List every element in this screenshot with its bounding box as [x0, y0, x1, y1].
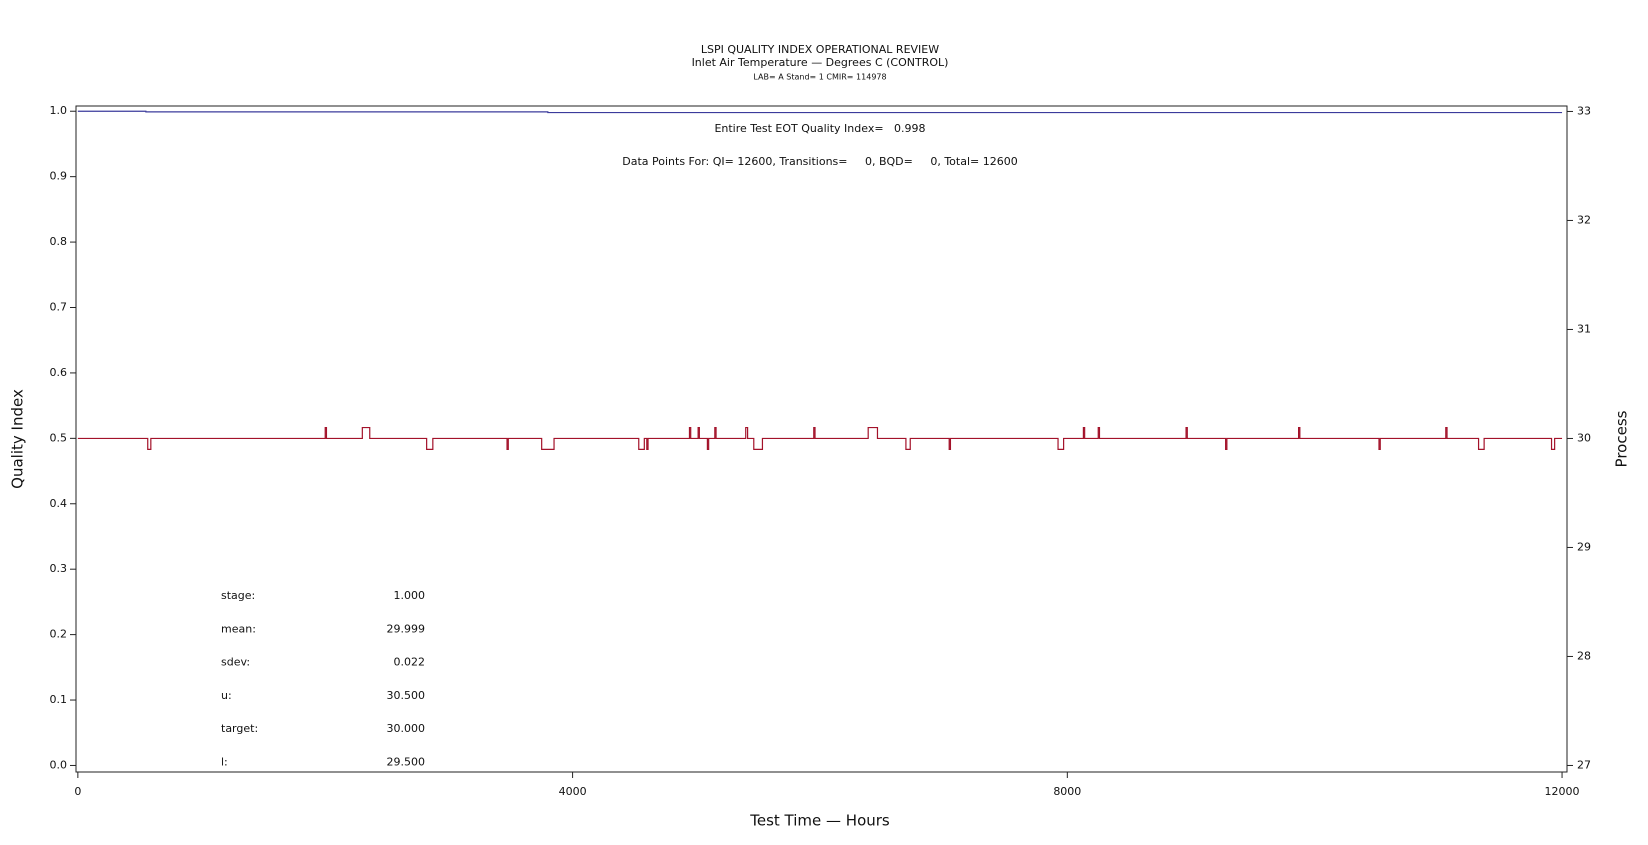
- y2-axis-label: Process: [1613, 410, 1631, 467]
- y2-tick-label: 27: [1577, 758, 1591, 771]
- x-axis-label: Test Time — Hours: [749, 812, 890, 830]
- stat-value: 29.999: [387, 622, 426, 635]
- series-line: [77, 110, 1563, 114]
- y-tick-label: 0.0: [50, 758, 68, 771]
- y2-tick-label: 31: [1577, 322, 1591, 335]
- chart-title: LSPI QUALITY INDEX OPERATIONAL REVIEW: [701, 43, 939, 56]
- stat-label: mean:: [221, 622, 256, 635]
- stat-label: sdev:: [221, 656, 250, 669]
- y-tick-label: 0.4: [50, 497, 68, 510]
- y-tick-label: 0.6: [50, 366, 68, 379]
- series-line: [77, 426, 1563, 450]
- stat-value: 29.500: [387, 756, 426, 769]
- y-tick-label: 0.7: [50, 301, 68, 314]
- y2-tick-label: 28: [1577, 649, 1591, 662]
- y-tick-label: 0.8: [50, 235, 68, 248]
- x-tick-label: 12000: [1545, 785, 1580, 798]
- y-tick-label: 0.3: [50, 562, 68, 575]
- y-tick-label: 0.9: [50, 170, 68, 183]
- stat-label: u:: [221, 689, 232, 702]
- stat-value: 0.022: [394, 656, 426, 669]
- stat-label: l:: [221, 756, 228, 769]
- x-tick-label: 8000: [1053, 785, 1081, 798]
- plot-frame: [75, 105, 1568, 773]
- stat-value: 1.000: [394, 589, 426, 602]
- annotation: Entire Test EOT Quality Index= 0.998: [714, 122, 925, 135]
- chart-subtitle: Inlet Air Temperature — Degrees C (CONTR…: [692, 56, 949, 69]
- x-tick-label: 4000: [559, 785, 587, 798]
- chart-subtitle: LAB= A Stand= 1 CMIR= 114978: [753, 73, 886, 82]
- x-tick-label: 0: [74, 785, 81, 798]
- y-tick-label: 0.1: [50, 693, 68, 706]
- y-tick-label: 1.0: [50, 104, 68, 117]
- stat-label: target:: [221, 722, 258, 735]
- y-tick-label: 0.5: [50, 431, 68, 444]
- stat-label: stage:: [221, 589, 255, 602]
- y-tick-label: 0.2: [50, 628, 68, 641]
- y2-tick-label: 29: [1577, 540, 1591, 553]
- stat-value: 30.500: [387, 689, 426, 702]
- stat-value: 30.000: [387, 722, 426, 735]
- y2-tick-label: 33: [1577, 104, 1591, 117]
- y-axis-label: Quality Index: [9, 389, 27, 489]
- y2-tick-label: 30: [1577, 431, 1591, 444]
- annotation: Data Points For: QI= 12600, Transitions=…: [622, 155, 1017, 168]
- y2-tick-label: 32: [1577, 213, 1591, 226]
